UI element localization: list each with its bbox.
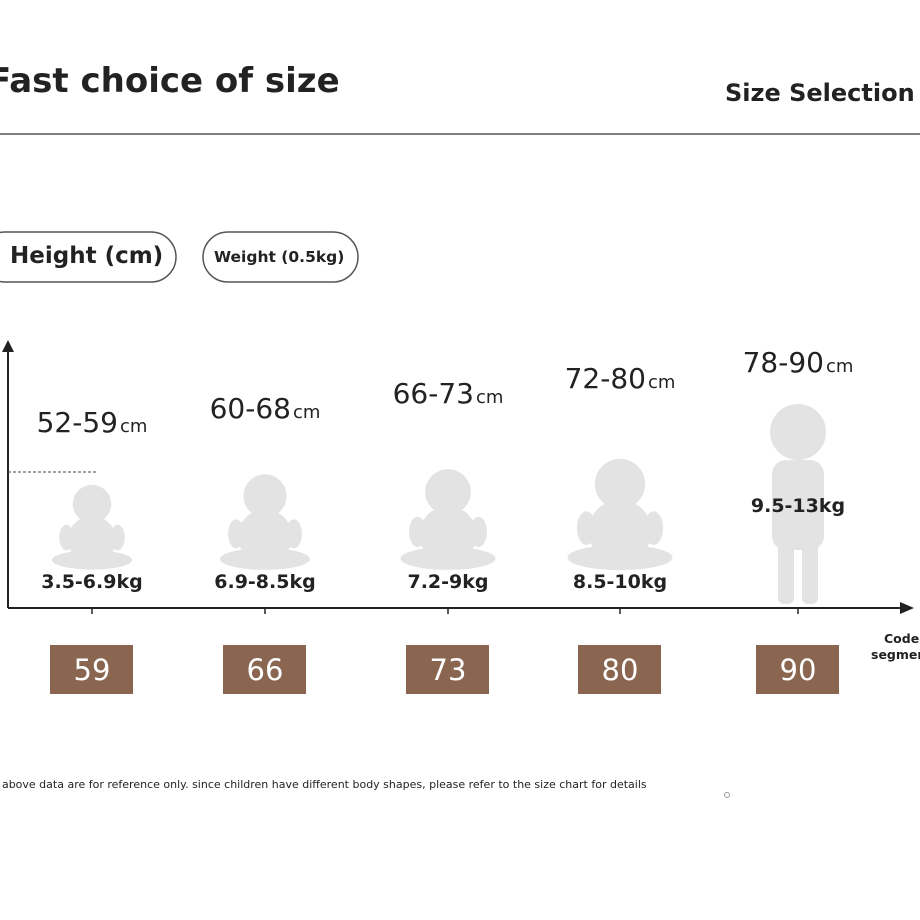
head (243, 474, 287, 518)
height-unit: cm (648, 372, 675, 393)
code-box (756, 645, 839, 694)
height-range: 72-80 cm (565, 362, 676, 395)
weight-range: 6.9-8.5kg (214, 571, 315, 593)
arm (285, 519, 302, 549)
height-value: 66-73 (393, 377, 474, 410)
height-value: 78-90 (743, 346, 824, 379)
height-unit: cm (120, 416, 147, 437)
code-box (578, 645, 661, 694)
head (770, 404, 826, 460)
code: 80 (602, 653, 639, 687)
legs (567, 544, 673, 571)
height-range: 66-73 cm (393, 377, 504, 410)
silhouette (52, 484, 132, 570)
code-box (406, 645, 489, 694)
height-range: 60-68 cm (210, 392, 321, 425)
code: 59 (74, 653, 111, 687)
height-value: 60-68 (210, 392, 291, 425)
height-range: 78-90 cm (743, 346, 854, 379)
silhouette (770, 404, 826, 604)
head (72, 484, 112, 524)
code-box (223, 645, 306, 694)
arm (59, 524, 74, 551)
height-unit: cm (826, 356, 853, 377)
legs (52, 550, 132, 570)
head (594, 458, 646, 510)
code: 73 (430, 653, 467, 687)
weight-range: 9.5-13kg (751, 495, 845, 517)
tab-height[interactable] (0, 231, 177, 283)
tab-label: Height (cm) (10, 243, 163, 269)
head (425, 469, 471, 515)
legs (220, 548, 310, 570)
arm (469, 516, 487, 548)
dot (724, 792, 730, 798)
body (772, 460, 824, 550)
arm (644, 511, 664, 545)
code: 66 (247, 653, 284, 687)
height-value: 52-59 (37, 406, 118, 439)
silhouette (567, 458, 673, 571)
height-range: 52-59 cm (37, 406, 148, 439)
leg (802, 540, 818, 604)
code-box (50, 645, 133, 694)
height-unit: cm (293, 402, 320, 423)
title: Fast choice of size (0, 61, 340, 101)
arrow (2, 340, 14, 352)
arrow (900, 602, 914, 614)
silhouette (400, 469, 496, 570)
subtitle: Size Selection (725, 79, 915, 107)
axis-label: segment (871, 647, 920, 662)
arm (228, 519, 245, 549)
axis-label: Code (884, 631, 919, 646)
height-value: 72-80 (565, 362, 646, 395)
code: 90 (780, 653, 817, 687)
silhouette (220, 474, 310, 570)
weight-range: 7.2-9kg (407, 571, 488, 593)
legs (400, 547, 496, 570)
leg (778, 540, 794, 604)
arm (110, 524, 125, 551)
height-unit: cm (476, 387, 503, 408)
weight-range: 8.5-10kg (573, 571, 667, 593)
arm (576, 511, 596, 545)
footnote: The above data are for reference only. s… (0, 778, 647, 791)
tab-weight[interactable] (202, 231, 359, 283)
arm (409, 516, 427, 548)
tab-label: Weight (0.5kg) (214, 248, 344, 266)
weight-range: 3.5-6.9kg (41, 571, 142, 593)
